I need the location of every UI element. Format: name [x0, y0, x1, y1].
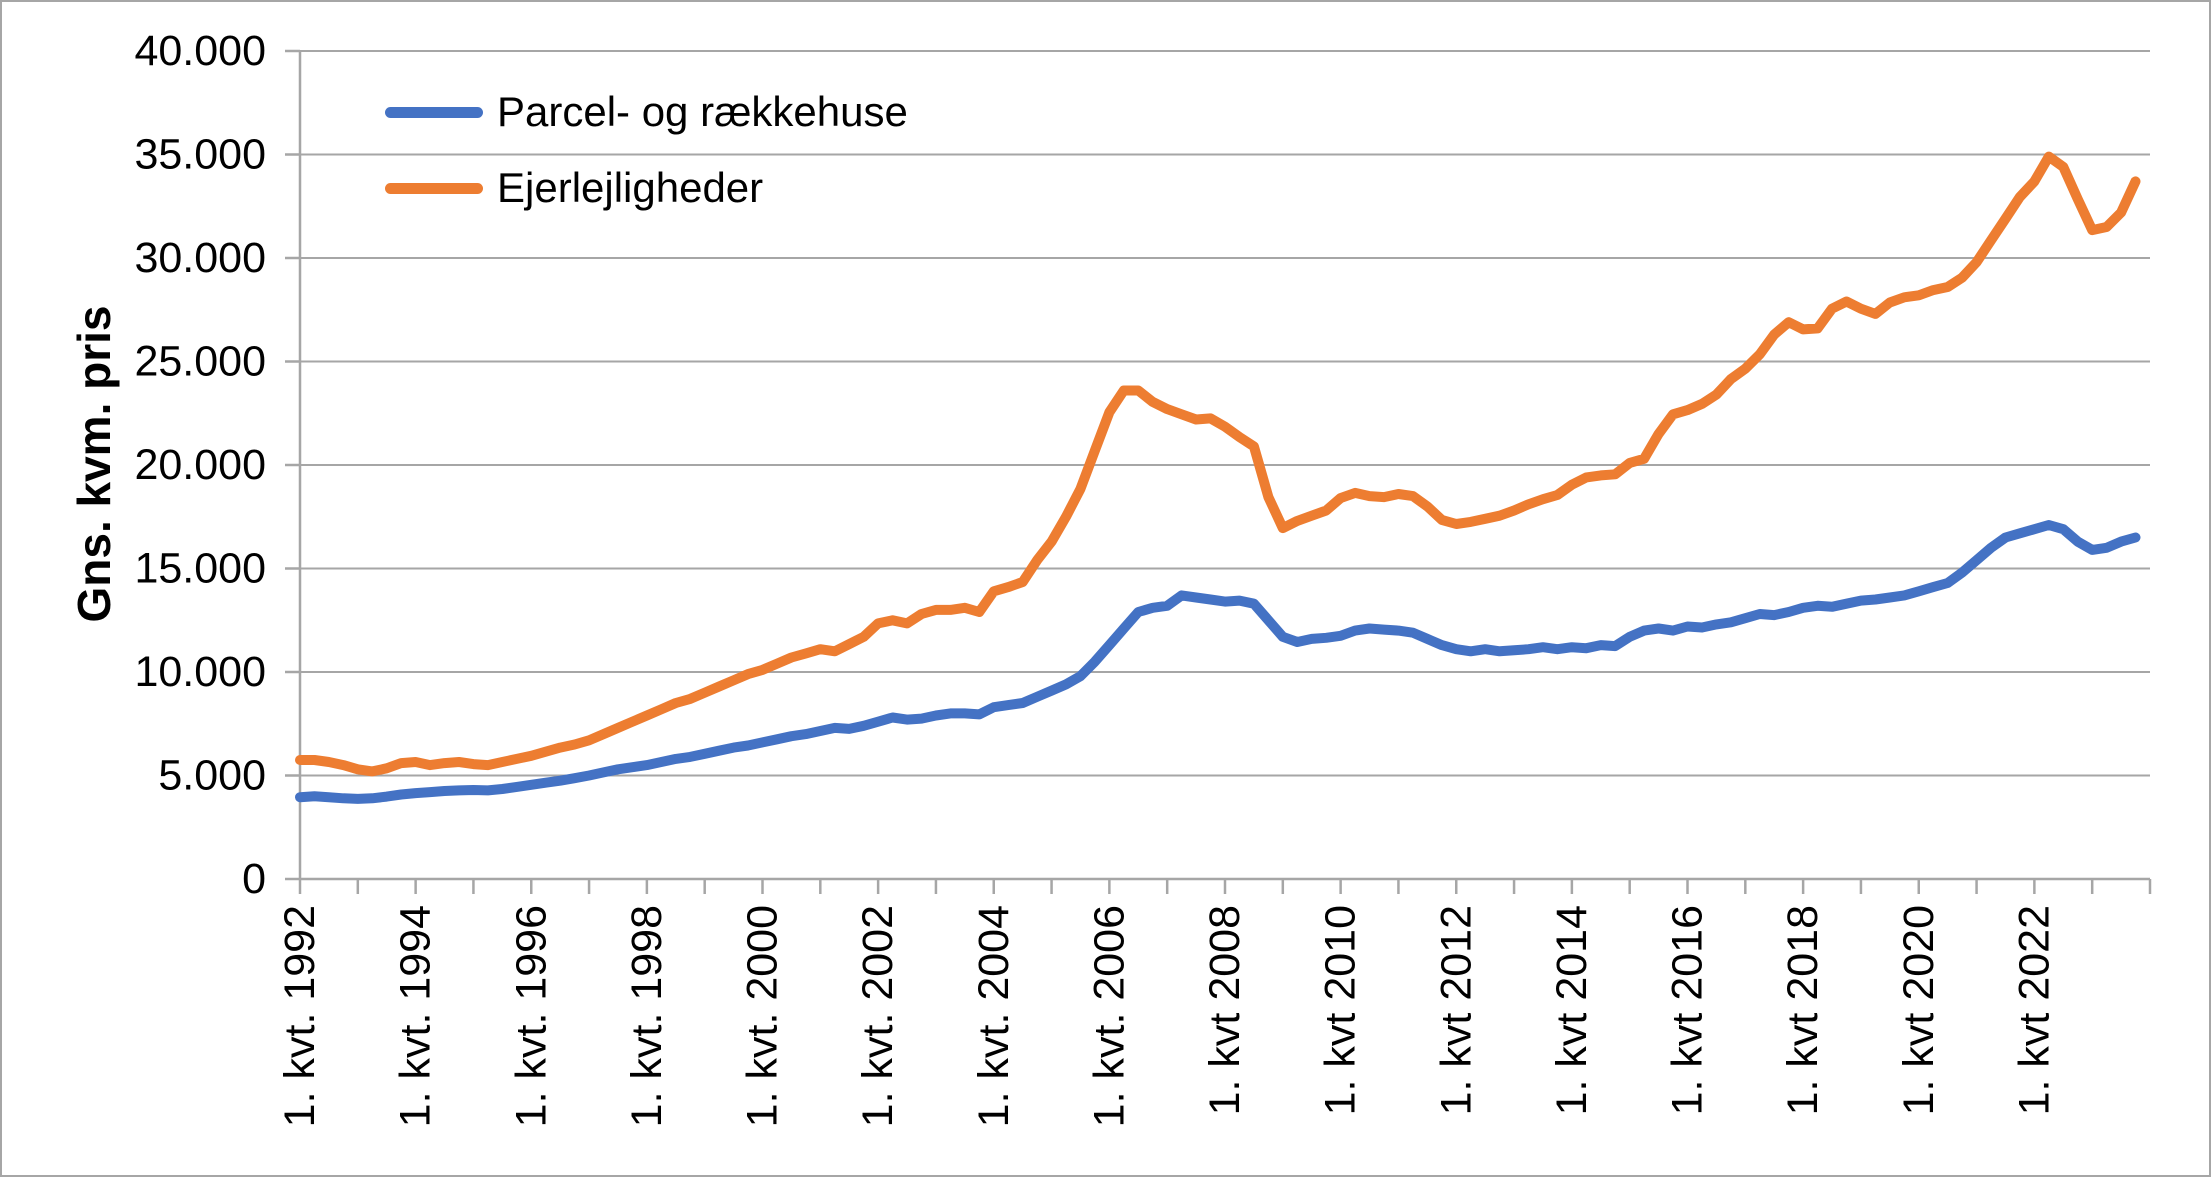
- y-tick-label: 35.000: [134, 131, 266, 179]
- series-line-ejerlejligheder: [295, 151, 2141, 777]
- x-tick-label: 1. kvt. 2000: [739, 905, 787, 1127]
- legend-label: Ejerlejligheder: [497, 164, 764, 211]
- y-tick-label: 40.000: [134, 27, 266, 75]
- y-tick-label: 20.000: [134, 441, 266, 489]
- x-tick-label: 1. kvt 2016: [1664, 905, 1712, 1115]
- x-tick-label: 1. kvt. 1996: [507, 905, 555, 1127]
- x-tick-label: 1. kvt 2014: [1548, 905, 1596, 1115]
- series-line-parcelhuse: [295, 520, 2141, 804]
- y-tick-label: 30.000: [134, 234, 266, 282]
- x-tick-label: 1. kvt 2018: [1779, 905, 1827, 1115]
- y-tick-label: 25.000: [134, 338, 266, 386]
- x-tick-label: 1. kvt 2012: [1432, 905, 1480, 1115]
- y-tick-label: 10.000: [134, 648, 266, 696]
- x-tick-label: 1. kvt 2020: [1895, 905, 1943, 1115]
- x-tick-label: 1. kvt. 1994: [392, 905, 440, 1127]
- x-tick-label: 1. kvt. 1992: [276, 905, 324, 1127]
- y-axis-title: Gns. kvm. pris: [68, 305, 120, 623]
- legend-item-parcelhuse: Parcel- og rækkehuse: [385, 74, 908, 150]
- x-tick-label: 1. kvt. 2004: [970, 905, 1018, 1127]
- x-tick-label: 1. kvt 2010: [1317, 905, 1365, 1115]
- legend-item-ejerlejligheder: Ejerlejligheder: [385, 150, 908, 226]
- y-tick-label: 0: [242, 855, 266, 903]
- legend-line-swatch-blue: [385, 106, 483, 118]
- x-tick-label: 1. kvt 2008: [1201, 905, 1249, 1115]
- x-tick-label: 1. kvt. 1998: [623, 905, 671, 1127]
- legend-label: Parcel- og rækkehuse: [497, 88, 908, 135]
- y-tick-label: 5.000: [158, 752, 266, 800]
- x-tick-label: 1. kvt. 2002: [854, 905, 902, 1127]
- legend: Parcel- og rækkehuse Ejerlejligheder: [385, 74, 908, 226]
- x-tick-label: 1. kvt 2022: [2010, 905, 2058, 1115]
- x-tick-label: 1. kvt. 2006: [1085, 905, 1133, 1127]
- legend-line-swatch-orange: [385, 182, 483, 194]
- y-tick-label: 15.000: [134, 545, 266, 593]
